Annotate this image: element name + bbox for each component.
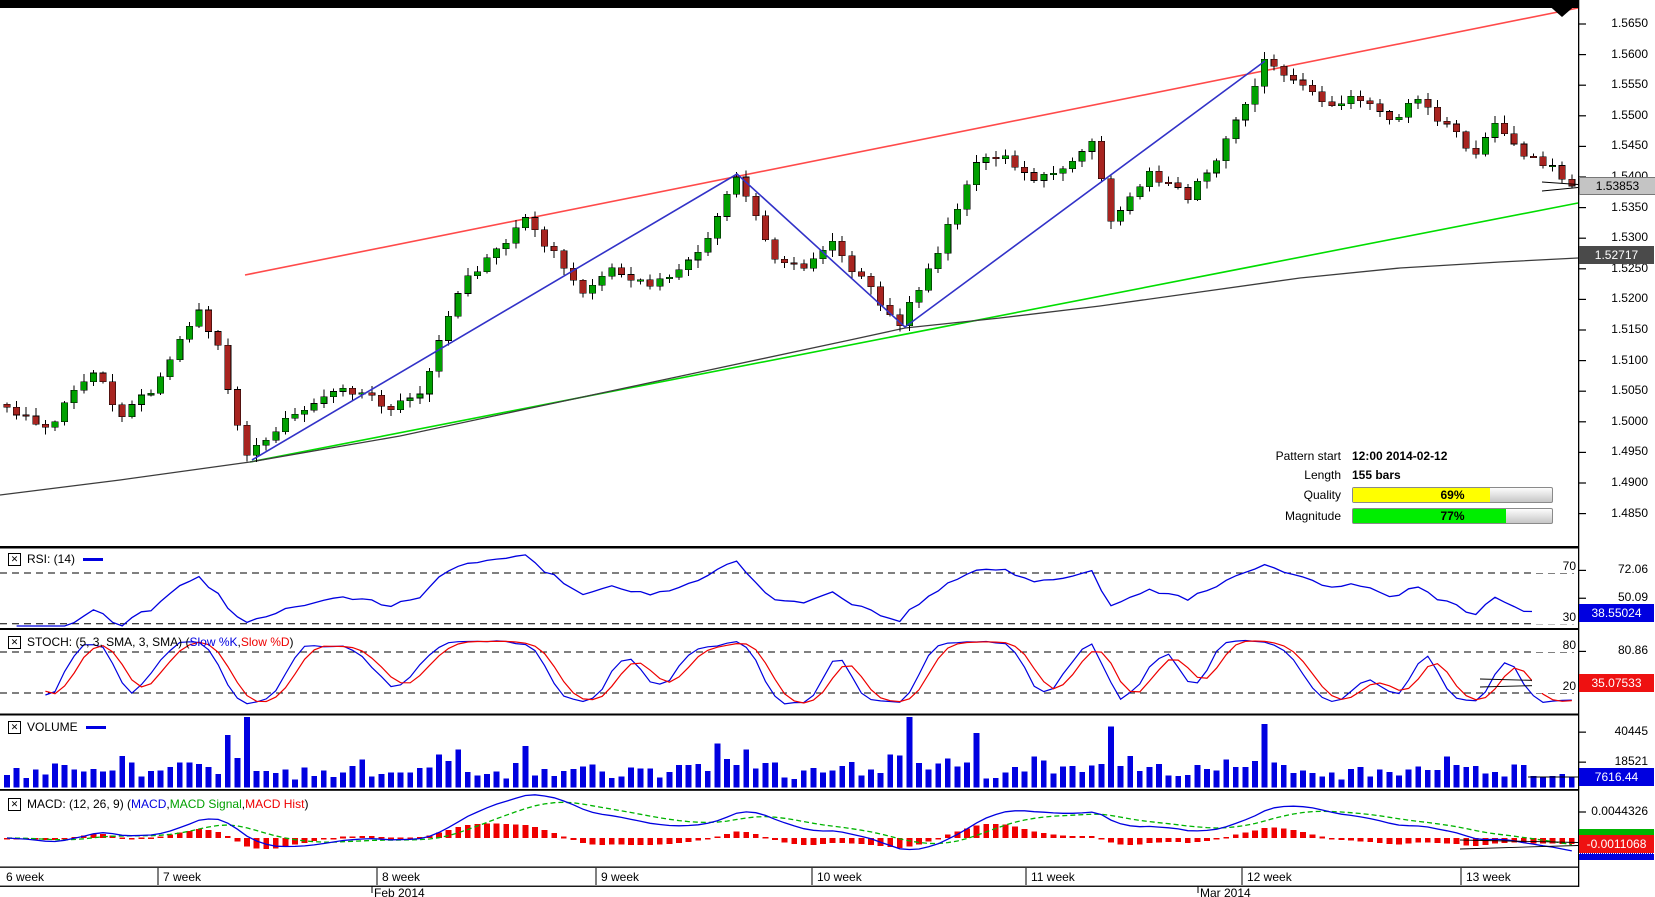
magnitude-progress-text: 77% [1440, 508, 1465, 523]
stoch-label-slow-k: Slow %K [189, 635, 238, 649]
rsi-line [16, 554, 1572, 627]
macd-line [6, 794, 1572, 852]
stoch-label-sep: , [237, 635, 241, 649]
macd-label-sep2: , [241, 797, 246, 811]
support-trendline [249, 202, 1579, 463]
pattern-length-value: 155 bars [1352, 467, 1401, 482]
top-bar [0, 0, 1578, 17]
volume-value-badge: 7616.44 [1579, 768, 1654, 786]
volume-bars [4, 717, 1575, 788]
stoch-d-line [45, 640, 1572, 704]
stoch-toggle-checkbox[interactable]: ✕ [8, 635, 21, 649]
pattern-length-label: Length [1304, 467, 1341, 482]
rsi-value-badge: 38.55024 [1579, 604, 1654, 622]
macd-signal-line [6, 801, 1572, 846]
quality-progress-fill [1353, 487, 1491, 502]
pattern-start-row: Pattern start 12:00 2014-02-12 [1203, 446, 1555, 465]
checkbox-x-icon: ✕ [10, 721, 19, 732]
macd-label-suffix: ) [304, 797, 309, 811]
zigzag-pattern-line [251, 60, 1266, 461]
pattern-info-box: Pattern start 12:00 2014-02-12 Length 15… [1203, 446, 1555, 526]
chart-chrome [0, 0, 1586, 893]
volume-toggle-checkbox[interactable]: ✕ [8, 720, 21, 734]
pattern-quality-label: Quality [1303, 487, 1341, 502]
stoch-panel-label: ✕ STOCH: (5, 3, SMA, 3, SMA) (Slow %K, S… [8, 635, 294, 649]
checkbox-x-icon: ✕ [10, 553, 19, 564]
checkbox-x-icon: ✕ [10, 636, 19, 647]
last-price-badge: 1.53853 [1579, 177, 1655, 195]
rsi-panel-label: ✕ RSI: (14) [8, 552, 104, 566]
magnitude-progress-fill [1353, 508, 1507, 523]
stoch-label-slow-d: Slow %D [240, 635, 290, 649]
ma-value-badge: 1.52717 [1579, 246, 1654, 264]
macd-value-badge: -0.0011068 [1579, 835, 1654, 853]
rsi-toggle-checkbox[interactable]: ✕ [8, 552, 21, 566]
moving-average-line [0, 257, 1579, 496]
checkbox-x-icon: ✕ [10, 798, 19, 809]
stoch-label-prefix: STOCH: (5, 3, SMA, 3, SMA) ( [27, 635, 190, 649]
macd-panel-label: ✕ MACD: (12, 26, 9) (MACD, MACD Signal, … [8, 797, 308, 811]
macd-histogram [4, 823, 1575, 850]
pattern-start-value: 12:00 2014-02-12 [1352, 448, 1448, 463]
stoch-label-suffix: ) [289, 635, 294, 649]
pattern-quality-row: Quality 69% [1203, 484, 1555, 505]
trendlines [244, 7, 1579, 463]
macd-label-hist: MACD Hist [245, 797, 305, 811]
candlestick-layer [3, 51, 1576, 462]
stoch-k-line [45, 639, 1572, 705]
pattern-magnitude-label: Magnitude [1284, 508, 1341, 523]
volume-legend-swatch-icon [85, 725, 106, 729]
macd-toggle-checkbox[interactable]: ✕ [8, 797, 21, 811]
quality-progress-bar: 69% [1352, 486, 1553, 503]
macd-signal-value-strip [1579, 829, 1654, 835]
macd-line-value-strip [1579, 853, 1654, 860]
pattern-magnitude-row: Magnitude 77% [1203, 505, 1555, 526]
macd-label-sep: , [166, 797, 170, 811]
resistance-trendline [244, 7, 1579, 276]
down-arrow-icon [1546, 3, 1578, 17]
magnitude-progress-bar: 77% [1352, 507, 1553, 524]
macd-label-prefix: MACD: (12, 26, 9) ( [27, 797, 132, 811]
rsi-label-text: RSI: (14) [27, 552, 76, 566]
volume-label-text: VOLUME [27, 720, 78, 734]
stoch-value-badge: 35.07533 [1579, 674, 1654, 692]
volume-panel-label: ✕ VOLUME [8, 720, 106, 734]
pattern-start-label: Pattern start [1275, 448, 1341, 463]
macd-label-signal: MACD Signal [169, 797, 242, 811]
quality-progress-text: 69% [1440, 487, 1465, 502]
pattern-length-row: Length 155 bars [1203, 465, 1555, 484]
macd-label-macd: MACD [131, 797, 167, 811]
rsi-legend-swatch-icon [83, 557, 104, 561]
